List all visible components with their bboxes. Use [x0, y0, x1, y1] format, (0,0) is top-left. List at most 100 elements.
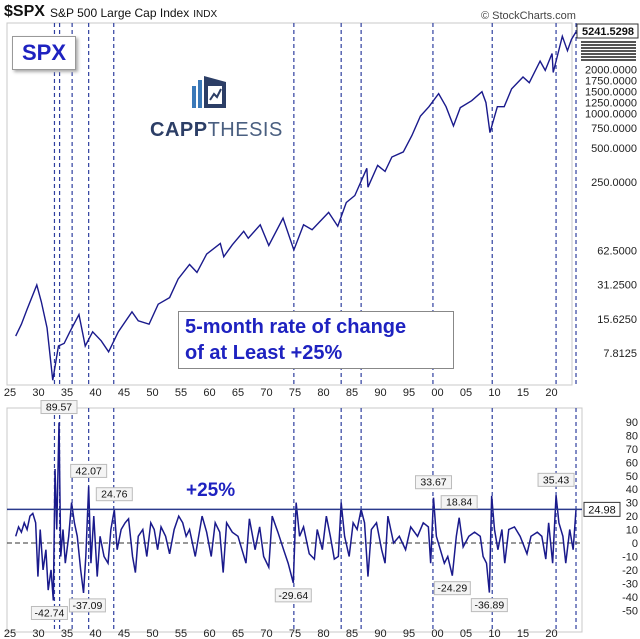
price-x-tick-label: 35	[61, 387, 73, 399]
annotation-box	[274, 588, 312, 603]
roc-y-tick-label: 20	[626, 511, 638, 523]
roc-x-tick-label: 85	[346, 628, 358, 639]
price-y-tick-crowded	[581, 44, 636, 46]
price-x-tick-label: 20	[545, 387, 557, 399]
last-roc-tag	[583, 501, 621, 517]
symbol-title: $SPX	[4, 3, 45, 20]
roc-x-tick-label: 30	[32, 628, 44, 639]
annotation-box	[440, 495, 478, 510]
roc-series-line	[14, 422, 577, 601]
price-x-tick-label: 65	[232, 387, 244, 399]
roc-x-tick-label: 15	[517, 628, 529, 639]
price-y-tick-crowded	[581, 56, 636, 58]
roc-note-box: 5-month rate of change of at Least +25%	[178, 311, 454, 369]
roc-x-tick-label: 05	[460, 628, 472, 639]
price-x-tick-label: 30	[32, 387, 44, 399]
roc-y-tick-label: -50	[622, 605, 638, 617]
note-line-1: 5-month rate of change	[185, 316, 407, 338]
roc-x-tick-label: 95	[403, 628, 415, 639]
price-x-tick-label: 10	[488, 387, 500, 399]
roc-y-tick-label: 50	[626, 471, 638, 483]
annotation-box	[70, 463, 108, 478]
annotation-box	[415, 475, 453, 490]
price-x-tick-label: 95	[403, 387, 415, 399]
exchange-label: INDX	[193, 9, 218, 20]
logo-chart-icon	[192, 76, 226, 108]
logo-text-light: THESIS	[207, 119, 283, 141]
price-panel-frame	[6, 22, 573, 386]
roc-x-tick-label: 65	[232, 628, 244, 639]
roc-y-tick-label: 30	[626, 498, 638, 510]
roc-y-tick-label: 80	[626, 430, 638, 442]
roc-y-tick-label: 60	[626, 457, 638, 469]
annotation-box	[40, 400, 78, 415]
roc-y-tick-label: 0	[632, 538, 638, 550]
index-name-text: S&P 500 Large Cap Index	[50, 6, 190, 20]
price-y-tick-crowded	[581, 47, 636, 49]
stockcharts-credit[interactable]: © StockCharts.com	[481, 10, 576, 22]
threshold-label: +25%	[186, 480, 236, 501]
price-x-tick-label: 15	[517, 387, 529, 399]
price-y-tick-label: 500.0000	[591, 143, 637, 155]
annotation-box	[470, 598, 508, 613]
price-x-tick-label: 85	[346, 387, 358, 399]
annotation-label: 24.76	[101, 489, 127, 501]
annotation-label: 35.43	[543, 474, 569, 486]
price-x-tick-label: 25	[4, 387, 16, 399]
price-x-tick-label: 75	[289, 387, 301, 399]
price-y-tick-label: 2000.0000	[585, 65, 637, 77]
roc-y-tick-label: 40	[626, 484, 638, 496]
price-y-tick-label: 750.0000	[591, 123, 637, 135]
roc-x-tick-label: 45	[118, 628, 130, 639]
annotation-label: -37.09	[73, 600, 103, 612]
price-x-tick-label: 70	[260, 387, 272, 399]
roc-x-tick-label: 25	[4, 628, 16, 639]
price-x-tick-label: 45	[118, 387, 130, 399]
annotation-label: -42.74	[35, 607, 65, 619]
roc-y-tick-label: -10	[622, 551, 638, 563]
price-x-tick-label: 55	[175, 387, 187, 399]
roc-x-tick-label: 20	[545, 628, 557, 639]
annotation-label: 18.84	[446, 497, 472, 509]
roc-x-tick-label: 50	[146, 628, 158, 639]
price-y-tick-label: 1250.0000	[585, 98, 637, 110]
price-y-tick-crowded	[581, 53, 636, 55]
spx-label-box: SPX	[12, 36, 76, 70]
roc-panel-frame	[6, 407, 583, 633]
roc-x-tick-label: 35	[61, 628, 73, 639]
price-x-tick-label: 00	[431, 387, 443, 399]
roc-y-tick-label: -30	[622, 578, 638, 590]
annotation-label: 89.57	[46, 402, 72, 414]
price-y-tick-crowded	[581, 41, 636, 43]
annotation-box	[68, 598, 106, 613]
logo-text-bold: CAPP	[150, 119, 208, 141]
annotation-box	[433, 581, 471, 596]
roc-x-tick-label: 75	[289, 628, 301, 639]
note-line-2: of at Least +25%	[185, 342, 343, 364]
last-roc-label: 24.98	[588, 504, 616, 516]
annotation-label: -24.29	[437, 583, 467, 595]
price-y-tick-label: 7.8125	[603, 348, 637, 360]
roc-y-tick-label: 90	[626, 417, 638, 429]
price-x-tick-label: 05	[460, 387, 472, 399]
annotation-label: 42.07	[76, 465, 102, 477]
last-price-label: 5241.5298	[582, 26, 634, 38]
price-x-tick-label: 80	[317, 387, 329, 399]
roc-x-tick-label: 00	[431, 628, 443, 639]
price-x-tick-label: 40	[89, 387, 101, 399]
annotation-label: 33.67	[420, 477, 446, 489]
roc-x-tick-label: 90	[374, 628, 386, 639]
annotation-box	[95, 487, 133, 502]
price-x-tick-label: 90	[374, 387, 386, 399]
price-y-tick-crowded	[581, 50, 636, 52]
capp-thesis-logo: CAPPTHESIS	[150, 72, 282, 142]
roc-y-tick-label: -20	[622, 565, 638, 577]
price-y-tick-label: 1000.0000	[585, 109, 637, 121]
price-y-tick-label: 31.2500	[597, 280, 637, 292]
roc-x-tick-label: 70	[260, 628, 272, 639]
price-y-tick-label: 250.0000	[591, 177, 637, 189]
price-y-tick-label: 1500.0000	[585, 87, 637, 99]
price-y-tick-label: 62.5000	[597, 245, 637, 257]
roc-x-tick-label: 60	[203, 628, 215, 639]
price-series-line	[15, 31, 577, 381]
